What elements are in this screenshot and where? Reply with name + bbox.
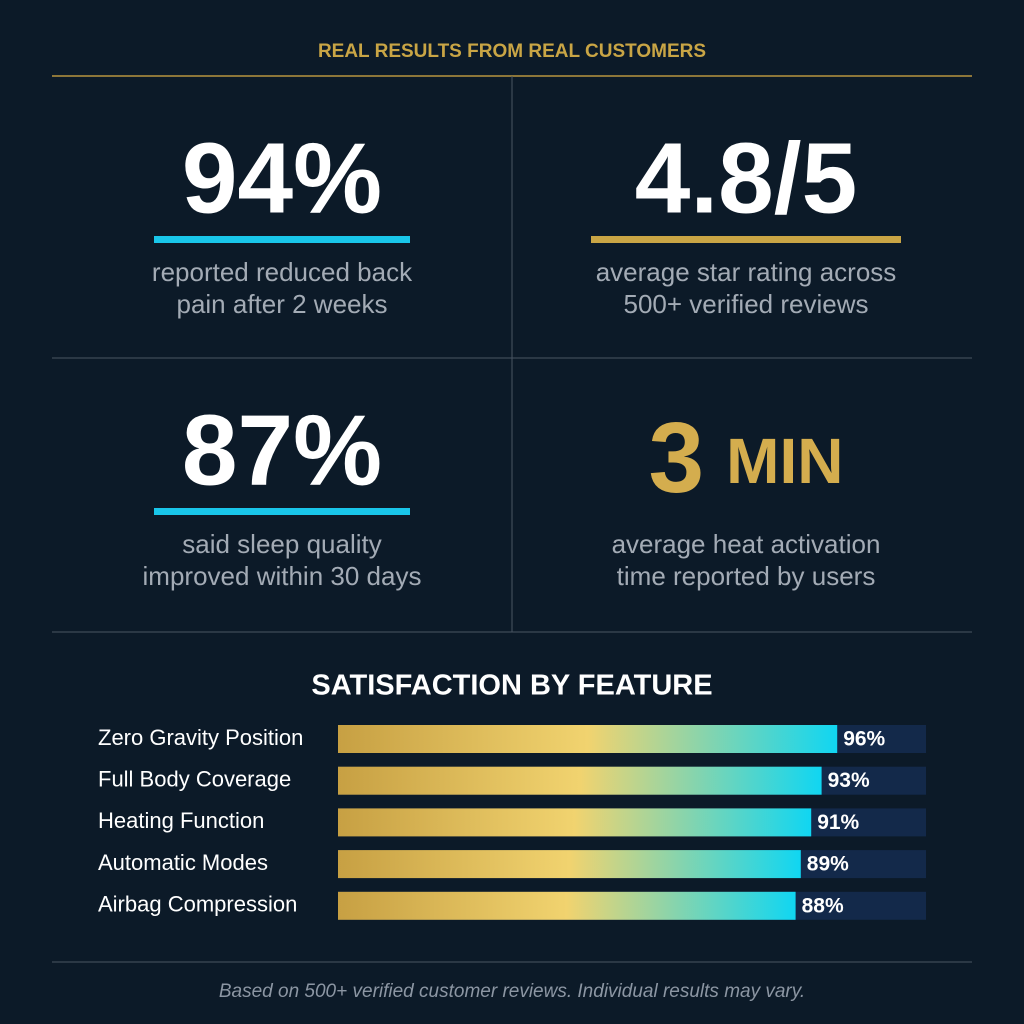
stat-value: 87% bbox=[182, 394, 382, 506]
stat-underline bbox=[154, 236, 410, 243]
stat-description: improved within 30 days bbox=[143, 561, 422, 591]
stat-value: 3 MIN bbox=[649, 402, 844, 514]
value-label: 88% bbox=[802, 894, 844, 917]
stat-unit: MIN bbox=[726, 425, 843, 497]
stat-underline bbox=[154, 508, 410, 515]
stat-value: 94% bbox=[182, 122, 382, 234]
bar bbox=[338, 850, 801, 879]
stat-description: reported reduced back bbox=[152, 257, 413, 287]
category-label: Automatic Modes bbox=[98, 850, 268, 875]
bar bbox=[338, 766, 822, 795]
stat-number: 3 bbox=[649, 402, 705, 514]
category-label: Full Body Coverage bbox=[98, 767, 291, 792]
value-label: 96% bbox=[843, 728, 885, 751]
stat-value: 4.8/5 bbox=[635, 122, 857, 234]
stat-description: average heat activation bbox=[612, 529, 881, 559]
category-label: Zero Gravity Position bbox=[98, 725, 303, 750]
stat-underline bbox=[591, 236, 901, 243]
stat-description: time reported by users bbox=[617, 561, 876, 591]
bar bbox=[338, 808, 812, 837]
category-label: Airbag Compression bbox=[98, 892, 297, 917]
stat-description: pain after 2 weeks bbox=[176, 289, 387, 319]
header-title: REAL RESULTS FROM REAL CUSTOMERS bbox=[318, 41, 706, 62]
bar bbox=[338, 725, 838, 753]
stat-description: average star rating across bbox=[596, 257, 897, 287]
stat-description: said sleep quality bbox=[182, 529, 381, 559]
footer-note: Based on 500+ verified customer reviews.… bbox=[219, 981, 805, 1002]
chart-title: SATISFACTION BY FEATURE bbox=[311, 670, 712, 702]
value-label: 89% bbox=[807, 853, 849, 876]
category-label: Heating Function bbox=[98, 808, 264, 833]
bar bbox=[338, 891, 796, 920]
value-label: 91% bbox=[817, 811, 859, 834]
value-label: 93% bbox=[828, 769, 870, 792]
stat-description: 500+ verified reviews bbox=[624, 289, 869, 319]
